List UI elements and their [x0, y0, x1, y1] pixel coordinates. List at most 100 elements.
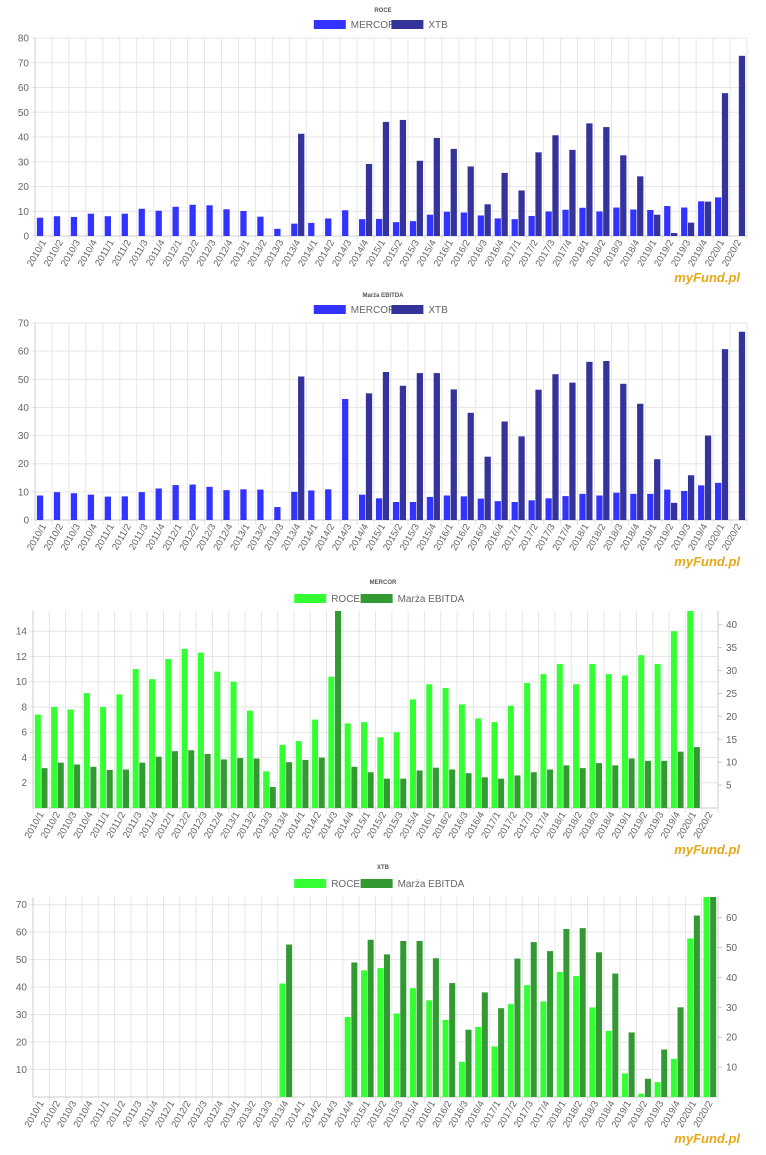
legend-swatch	[391, 20, 424, 29]
y2-tick-label: 20	[726, 1033, 738, 1044]
bar-roce	[279, 744, 286, 808]
bar-mar-a-ebitda	[449, 983, 456, 1097]
bar-mar-a-ebitda	[693, 915, 700, 1097]
bar-mar-a-ebitda	[530, 772, 537, 808]
bar-mar-a-ebitda	[416, 940, 423, 1097]
bar-mar-a-ebitda	[57, 762, 64, 808]
bar-mercor	[596, 211, 603, 236]
legend-item[interactable]: ROCE	[294, 594, 360, 605]
bar-roce	[426, 684, 433, 808]
bar-xtb	[399, 119, 407, 236]
bar-mercor	[138, 208, 145, 236]
bar-xtb	[416, 373, 423, 520]
bar-mar-a-ebitda	[677, 751, 684, 808]
bar-xtb	[535, 389, 542, 520]
bar-roce	[181, 648, 188, 808]
bar-mar-a-ebitda	[514, 958, 521, 1097]
legend-item[interactable]: ROCE	[294, 879, 360, 890]
legend-item[interactable]: Marża EBITDA	[360, 594, 465, 605]
bar-mar-a-ebitda	[204, 753, 211, 808]
bar-xtb	[298, 376, 305, 520]
bar-mar-a-ebitda	[644, 760, 651, 808]
bar-roce	[214, 671, 221, 808]
bar-mar-a-ebitda	[693, 747, 700, 808]
bar-mar-a-ebitda	[383, 954, 390, 1097]
bar-roce	[491, 1046, 498, 1097]
watermark-logo: myFund.pl	[674, 842, 740, 857]
bar-roce	[328, 676, 335, 808]
bar-roce	[51, 706, 58, 808]
bar-xtb	[382, 371, 390, 520]
bar-mercor	[647, 493, 654, 520]
y-tick-label: 30	[18, 157, 30, 168]
legend-label: MERCOR	[351, 305, 395, 316]
bar-mar-a-ebitda	[286, 944, 293, 1097]
bar-xtb	[298, 133, 305, 236]
bar-mercor	[121, 213, 128, 236]
y-tick-label: 60	[18, 83, 30, 94]
legend-swatch	[294, 879, 327, 888]
bar-roce	[589, 1007, 596, 1097]
bar-xtb	[687, 222, 695, 236]
bar-xtb	[637, 176, 644, 236]
bar-mercor	[630, 209, 637, 236]
bar-roce	[605, 1030, 612, 1097]
bar-mar-a-ebitda	[383, 778, 390, 808]
bar-xtb	[365, 163, 373, 236]
y-tick-label: 4	[21, 753, 27, 764]
bar-xtb	[721, 93, 729, 236]
legend-item[interactable]: XTB	[391, 20, 448, 31]
y-tick-label: 10	[18, 207, 30, 218]
bar-mercor	[359, 219, 366, 236]
legend-label: Marża EBITDA	[398, 879, 465, 890]
bar-roce	[458, 704, 465, 808]
bar-mercor	[511, 219, 518, 236]
bar-xtb	[484, 456, 491, 520]
bar-mercor	[409, 501, 417, 520]
bar-xtb	[620, 383, 627, 520]
bar-xtb	[637, 403, 644, 520]
y2-tick-label: 25	[726, 689, 738, 700]
bar-mar-a-ebitda	[612, 973, 619, 1097]
y2-tick-label: 35	[726, 643, 738, 654]
bar-mercor	[392, 501, 400, 520]
bar-mercor	[477, 498, 484, 520]
bar-roce	[312, 719, 319, 808]
bar-roce	[361, 970, 368, 1097]
bar-mercor	[664, 489, 671, 520]
bar-mercor	[257, 216, 264, 236]
bar-mar-a-ebitda	[530, 942, 537, 1097]
bar-mercor	[155, 488, 162, 520]
bar-xtb	[484, 204, 491, 236]
legend-item[interactable]: MERCOR	[313, 20, 395, 31]
legend-item[interactable]: MERCOR	[313, 305, 395, 316]
bar-xtb	[399, 385, 407, 520]
bar-mar-a-ebitda	[90, 766, 97, 808]
bar-mercor	[460, 212, 467, 236]
legend-item[interactable]: XTB	[391, 305, 448, 316]
bar-xtb	[467, 412, 474, 520]
legend-item[interactable]: Marża EBITDA	[360, 879, 465, 890]
bar-mar-a-ebitda	[449, 769, 456, 808]
bar-mar-a-ebitda	[367, 939, 374, 1097]
bar-mercor	[257, 489, 264, 520]
legend-swatch	[313, 305, 346, 314]
bar-mar-a-ebitda	[171, 751, 178, 808]
bar-mar-a-ebitda	[547, 769, 554, 808]
bar-mercor	[562, 496, 569, 520]
legend-swatch	[360, 594, 393, 603]
bar-mercor	[715, 482, 722, 520]
bar-xtb	[518, 190, 525, 236]
bar-mercor	[375, 498, 383, 520]
bar-xtb	[433, 373, 440, 520]
bar-mercor	[53, 492, 61, 520]
bar-xtb	[450, 389, 457, 520]
bar-mercor	[155, 210, 162, 236]
bar-mar-a-ebitda	[220, 759, 227, 808]
chart-panel-3: MERCOR ROCE Marża EBITDA 2 4 6 8 10 12 14 5 10 15 20 2…	[16, 580, 741, 857]
bar-mar-a-ebitda	[514, 775, 521, 808]
bar-mercor	[528, 215, 535, 236]
bar-roce	[116, 694, 123, 808]
legend-label: ROCE	[331, 879, 360, 890]
bar-mar-a-ebitda	[106, 769, 113, 808]
